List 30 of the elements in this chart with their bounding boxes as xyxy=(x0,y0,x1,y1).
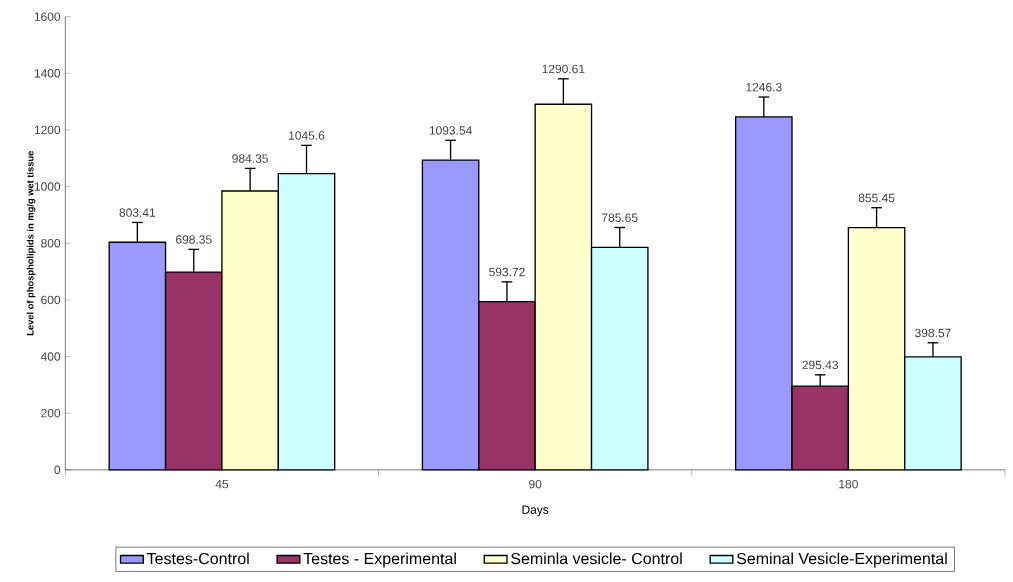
data-label: 1246.3 xyxy=(746,82,782,92)
data-label: 785.65 xyxy=(601,213,638,222)
y-tick-label: 1200 xyxy=(34,125,61,134)
y-tick-label: 1600 xyxy=(34,12,61,21)
x-tick-label: 90 xyxy=(529,479,542,489)
x-tick-label: 45 xyxy=(215,479,229,489)
data-label: 803.41 xyxy=(119,208,156,217)
data-label: 984.35 xyxy=(232,154,268,163)
data-label: 398.57 xyxy=(915,328,951,337)
legend-label: Seminal Vesicle-Experimental xyxy=(736,552,947,568)
x-axis-title: Days xyxy=(522,505,549,517)
legend-label: Seminla vesicle- Control xyxy=(511,552,682,564)
data-label: 1290.61 xyxy=(542,64,585,73)
y-tick-label: 200 xyxy=(41,408,61,418)
y-axis-title: Level of phospholipids in mg/g wet tissue xyxy=(26,150,36,335)
data-label: 1045.6 xyxy=(289,131,325,140)
data-label: 855.45 xyxy=(858,193,895,202)
y-tick-label: 1000 xyxy=(34,182,61,191)
data-label: 698.35 xyxy=(176,235,212,244)
y-tick-label: 0 xyxy=(54,465,61,474)
legend-label: Testes - Experimental xyxy=(303,552,456,568)
legend-label: Testes-Control xyxy=(146,552,249,564)
data-label: 593.72 xyxy=(489,267,525,277)
x-tick-label: 180 xyxy=(839,479,858,489)
y-tick-label: 800 xyxy=(41,238,61,248)
y-tick-label: 600 xyxy=(41,295,61,304)
y-tick-label: 400 xyxy=(40,352,61,361)
data-label: 295.43 xyxy=(802,360,839,370)
y-tick-label: 1400 xyxy=(34,68,61,78)
data-label: 1093.54 xyxy=(429,125,472,135)
